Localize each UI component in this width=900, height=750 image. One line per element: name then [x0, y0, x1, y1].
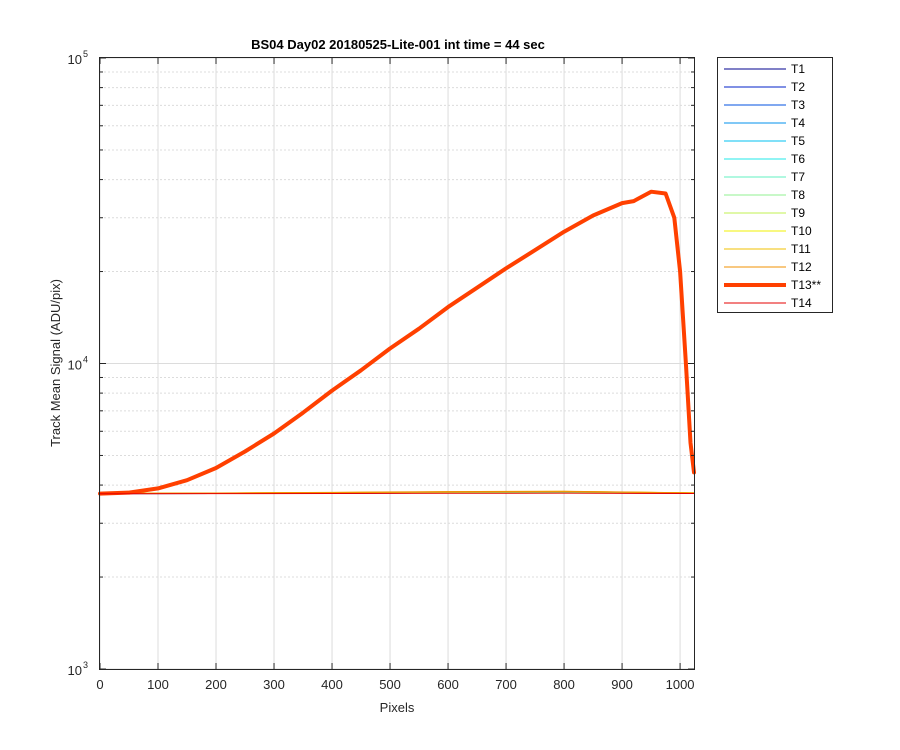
legend-label-T1: T1	[791, 62, 805, 76]
x-tick-label: 1000	[666, 677, 695, 692]
x-tick-label: 300	[263, 677, 285, 692]
x-tick-label: 600	[437, 677, 459, 692]
legend: T1 T2 T3 T4 T5 T6 T7 T8 T9 T10 T11 T12 T13** T14	[717, 57, 833, 313]
legend-label-T2: T2	[791, 80, 805, 94]
legend-label-T14: T14	[791, 296, 812, 310]
legend-label-T12: T12	[791, 260, 812, 274]
legend-box	[717, 57, 833, 313]
x-tick-label: 500	[379, 677, 401, 692]
legend-label-T7: T7	[791, 170, 805, 184]
x-tick-label: 900	[611, 677, 633, 692]
x-tick-label: 0	[96, 677, 103, 692]
x-tick-label: 100	[147, 677, 169, 692]
x-tick-label: 800	[553, 677, 575, 692]
y-tick-label-exponent: 3	[83, 660, 88, 670]
y-tick-label-exponent: 4	[83, 355, 88, 365]
legend-label-T10: T10	[791, 224, 812, 238]
x-tick-label: 400	[321, 677, 343, 692]
x-tick-label: 200	[205, 677, 227, 692]
series-line-T12	[99, 490, 695, 494]
y-tick-label-exponent: 5	[83, 49, 88, 59]
y-tick-label: 10	[68, 52, 82, 67]
legend-label-T11: T11	[791, 242, 811, 256]
x-tick-label: 700	[495, 677, 517, 692]
series-line-T13	[98, 189, 696, 496]
plot-frame	[99, 57, 695, 670]
legend-label-T9: T9	[791, 206, 805, 220]
series-line-T14	[99, 492, 695, 495]
legend-label-T8: T8	[791, 188, 805, 202]
chart-title: BS04 Day02 20180525-Lite-001 int time = …	[251, 37, 545, 52]
x-axis-label: Pixels	[380, 700, 415, 715]
tick-marks	[99, 57, 694, 670]
y-tick-label: 10	[68, 358, 82, 373]
x-tick-labels: 0 100 200 300 400 500 600 700 800 900 1000	[96, 677, 694, 692]
y-axis-label: Track Mean Signal (ADU/pix)	[48, 279, 63, 447]
legend-label-T4: T4	[791, 116, 805, 130]
legend-label-T6: T6	[791, 152, 805, 166]
y-tick-label: 10	[68, 663, 82, 678]
legend-label-T5: T5	[791, 134, 805, 148]
series-lines	[98, 189, 696, 496]
legend-label-T3: T3	[791, 98, 805, 112]
legend-label-T13: T13**	[791, 278, 821, 292]
grid-lines	[99, 57, 694, 670]
